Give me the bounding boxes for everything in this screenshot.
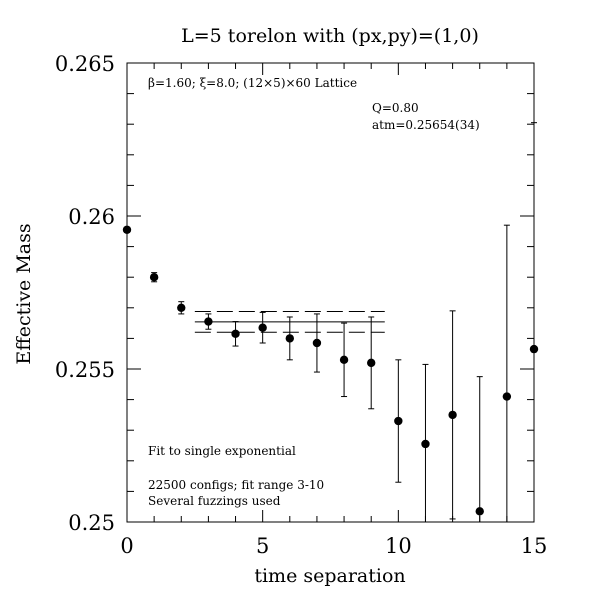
configs-annotation: 22500 configs; fit range 3-10 <box>148 478 324 492</box>
x-tick-label: 10 <box>385 534 412 558</box>
data-point <box>475 507 484 516</box>
data-point <box>367 358 376 368</box>
x-axis-label: time separation <box>254 565 405 587</box>
data-point <box>312 338 322 348</box>
x-tick-label: 5 <box>256 534 269 558</box>
y-tick-label: 0.26 <box>68 205 115 229</box>
data-point <box>339 355 349 365</box>
data-point <box>394 416 403 426</box>
data-point <box>149 273 159 282</box>
y-tick-label: 0.265 <box>55 52 115 76</box>
data-point <box>285 334 294 343</box>
y-tick-label: 0.25 <box>68 511 115 535</box>
data-point <box>448 410 457 420</box>
data-point <box>421 439 430 449</box>
axis-ticks: 0 5 10 15 0.25 0.255 0.26 0.265 <box>55 52 547 558</box>
fit-annotation: Fit to single exponential <box>148 444 296 458</box>
data-point <box>529 344 539 354</box>
x-tick-label: 0 <box>120 534 133 558</box>
data-point <box>231 329 240 339</box>
data-point <box>122 225 132 234</box>
mass-annotation: atm=0.25654(34) <box>372 118 480 132</box>
data-points <box>122 122 539 522</box>
y-tick-label: 0.255 <box>55 358 115 382</box>
y-axis-label: Effective Mass <box>13 223 35 364</box>
data-point <box>502 392 512 401</box>
data-point <box>258 323 267 332</box>
data-point <box>204 317 213 326</box>
q-annotation: Q=0.80 <box>372 101 419 115</box>
lattice-annotation: β=1.60; ξ=8.0; (12×5)×60 Lattice <box>148 76 357 90</box>
data-point <box>177 303 186 312</box>
x-tick-label: 15 <box>521 534 548 558</box>
fuzz-annotation: Several fuzzings used <box>148 494 281 508</box>
chart-title: L=5 torelon with (px,py)=(1,0) <box>181 25 479 47</box>
